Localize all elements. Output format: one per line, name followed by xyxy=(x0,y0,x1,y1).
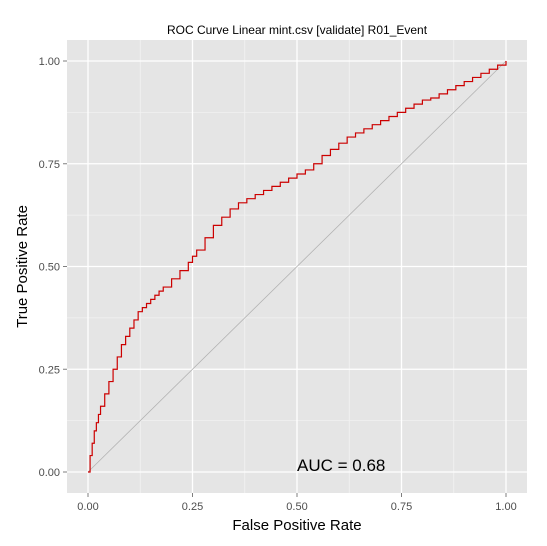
x-tick-label: 0.00 xyxy=(77,501,98,513)
x-tick-label: 1.00 xyxy=(495,501,516,513)
y-tick-label: 0.50 xyxy=(39,262,60,274)
diagonal-reference-line xyxy=(87,60,507,473)
x-tick-label: 0.25 xyxy=(182,501,203,513)
y-tick-label: 0.25 xyxy=(39,364,60,376)
y-axis-title: True Positive Rate xyxy=(14,205,31,328)
y-tick-label: 0.00 xyxy=(39,467,60,479)
roc-curve-line xyxy=(88,61,507,473)
chart-title: ROC Curve Linear mint.csv [validate] R01… xyxy=(167,23,428,37)
y-axis-ticks: 0.00 0.25 0.50 0.75 1.00 xyxy=(39,56,67,479)
x-tick-label: 0.50 xyxy=(286,501,307,513)
y-tick-label: 0.75 xyxy=(39,159,60,171)
x-axis-title: False Positive Rate xyxy=(232,517,361,534)
x-axis-ticks: 0.00 0.25 0.50 0.75 1.00 xyxy=(77,493,517,513)
auc-annotation: AUC = 0.68 xyxy=(297,456,385,475)
y-tick-label: 1.00 xyxy=(39,56,60,68)
x-tick-label: 0.75 xyxy=(391,501,412,513)
